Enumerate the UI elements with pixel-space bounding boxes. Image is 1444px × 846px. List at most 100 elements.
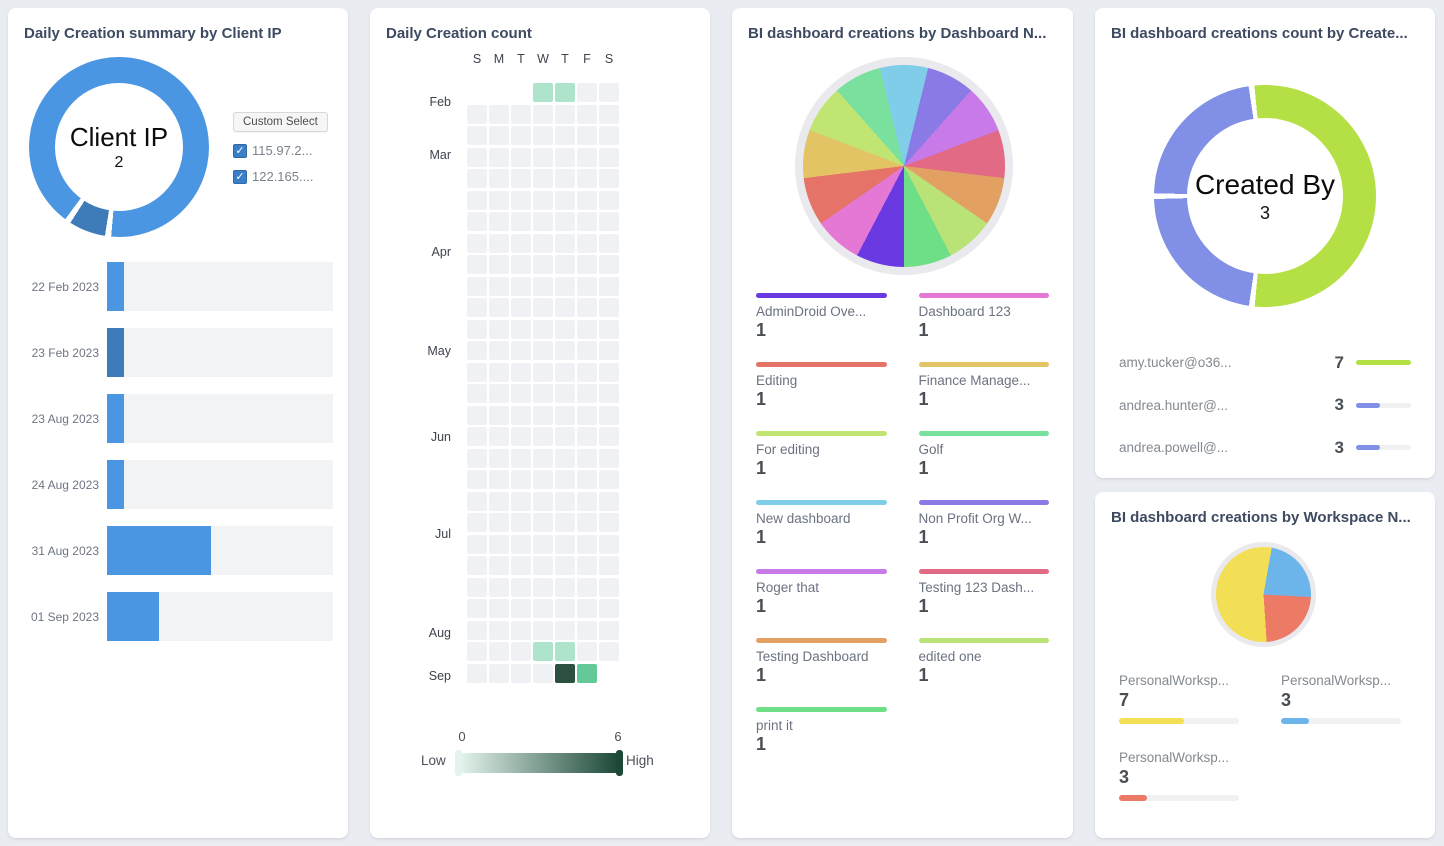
heatmap-week-row bbox=[467, 341, 621, 360]
heatmap-day-cell bbox=[489, 405, 509, 425]
legend-item[interactable]: Testing Dashboard 1 bbox=[756, 638, 887, 691]
legend-item[interactable]: PersonalWorksp... 3 bbox=[1281, 673, 1419, 724]
pie-chart-ring bbox=[1211, 542, 1316, 647]
legend-item[interactable]: Testing 123 Dash... 1 bbox=[918, 569, 1049, 622]
heatmap-day-cell bbox=[467, 448, 487, 468]
heatmap-week-row bbox=[467, 384, 621, 403]
heatmap-day-cell bbox=[511, 642, 531, 661]
heatmap-day-cell bbox=[599, 491, 619, 511]
heatmap-day-cell bbox=[489, 620, 509, 640]
heatmap-day-cell bbox=[533, 534, 553, 554]
legend-item[interactable]: print it 1 bbox=[756, 707, 887, 760]
heatmap-week-row bbox=[467, 405, 621, 425]
client-ip-checkbox-row-2[interactable]: 122.165.... bbox=[233, 169, 328, 184]
heatmap-week-row bbox=[467, 298, 621, 317]
heatmap-grid bbox=[467, 83, 621, 685]
legend-item[interactable]: PersonalWorksp... 3 bbox=[1119, 750, 1257, 801]
heatmap-day-cell bbox=[511, 620, 531, 640]
legend-item[interactable]: edited one 1 bbox=[918, 638, 1049, 691]
heatmap-day-cell bbox=[599, 341, 619, 360]
heatmap-scale-max: 6 bbox=[614, 729, 622, 744]
heatmap-day-cell bbox=[511, 104, 531, 124]
heatmap-day-cell bbox=[555, 83, 575, 102]
heatmap-range-handle-high[interactable] bbox=[616, 750, 623, 776]
weekday-label: F bbox=[583, 52, 591, 66]
legend-item[interactable]: Finance Manage... 1 bbox=[918, 362, 1049, 415]
workspace-name-pie-chart[interactable] bbox=[1216, 547, 1311, 642]
legend-color-bar bbox=[756, 707, 887, 712]
legend-item[interactable]: Editing 1 bbox=[756, 362, 887, 415]
month-label: Apr bbox=[431, 245, 451, 260]
bar-category-label: 23 Aug 2023 bbox=[31, 411, 99, 426]
heatmap-day-cell bbox=[533, 599, 553, 618]
heatmap-day-cell bbox=[467, 104, 487, 124]
heatmap-day-cell bbox=[489, 663, 509, 683]
legend-value: 1 bbox=[756, 734, 767, 754]
legend-item[interactable]: PersonalWorksp... 7 bbox=[1119, 673, 1257, 724]
checkbox-checked-icon[interactable] bbox=[233, 169, 247, 184]
heatmap-week-row bbox=[467, 104, 621, 124]
heatmap-day-cell bbox=[577, 491, 597, 511]
heatmap-gradient-bar[interactable] bbox=[460, 753, 618, 773]
heatmap-day-cell bbox=[489, 556, 509, 575]
bar-fill bbox=[107, 526, 212, 575]
checkbox-checked-icon[interactable] bbox=[233, 143, 247, 158]
legend-item[interactable]: AdminDroid Ove... 1 bbox=[756, 293, 887, 346]
heatmap-day-cell bbox=[555, 362, 575, 382]
daily-creation-calendar-heatmap[interactable]: 0 6 Low High S M T W T F S Feb Mar Apr May Jun Jul Au… bbox=[370, 8, 710, 838]
heatmap-day-cell bbox=[555, 276, 575, 296]
heatmap-day-cell bbox=[467, 319, 487, 339]
legend-item[interactable]: Roger that 1 bbox=[756, 569, 887, 622]
bar-fill bbox=[107, 328, 125, 377]
heatmap-day-cell bbox=[599, 276, 619, 296]
client-ip-bar-chart[interactable]: 22 Feb 2023 23 Feb 2023 23 Aug 2023 24 Aug … bbox=[24, 262, 333, 658]
legend-item[interactable]: andrea.hunter@... 3 bbox=[1119, 393, 1411, 418]
heatmap-day-cell bbox=[533, 491, 553, 511]
client-ip-donut-chart[interactable]: Client IP 2 bbox=[29, 57, 209, 237]
dashboard-name-pie-chart[interactable] bbox=[803, 65, 1005, 267]
bar-category-label: 23 Feb 2023 bbox=[31, 345, 99, 360]
card-daily-creation-summary-by-client-ip: Daily Creation summary by Client IP Clie… bbox=[8, 8, 348, 838]
heatmap-day-cell bbox=[533, 448, 553, 468]
heatmap-day-cell bbox=[555, 642, 575, 661]
legend-item[interactable]: amy.tucker@o36... 7 bbox=[1119, 350, 1411, 375]
custom-select-button[interactable]: Custom Select bbox=[233, 112, 328, 132]
created-by-donut-chart[interactable]: Created By 3 bbox=[1154, 85, 1376, 307]
heatmap-day-cell bbox=[599, 470, 619, 489]
legend-progress-track bbox=[1356, 445, 1411, 450]
legend-value: 1 bbox=[918, 320, 929, 340]
weekday-label: S bbox=[604, 52, 614, 66]
heatmap-day-cell bbox=[599, 384, 619, 403]
heatmap-week-row bbox=[467, 642, 621, 661]
legend-item[interactable]: andrea.powell@... 3 bbox=[1119, 435, 1411, 460]
bar-fill bbox=[107, 460, 125, 509]
legend-item[interactable]: Golf 1 bbox=[918, 431, 1049, 484]
legend-value: 3 bbox=[1334, 395, 1344, 414]
legend-color-bar bbox=[756, 362, 887, 367]
legend-value: 1 bbox=[918, 458, 929, 478]
client-ip-checkbox-row-1[interactable]: 115.97.2... bbox=[233, 143, 328, 158]
heatmap-day-cell bbox=[555, 233, 575, 253]
heatmap-day-cell bbox=[533, 513, 553, 532]
heatmap-week-row bbox=[467, 556, 621, 575]
legend-item[interactable]: Dashboard 123 1 bbox=[918, 293, 1049, 346]
weekday-label: T bbox=[561, 52, 569, 66]
donut-center-label: Client IP bbox=[69, 122, 169, 152]
heatmap-day-cell bbox=[533, 577, 553, 597]
heatmap-day-cell bbox=[467, 190, 487, 210]
legend-item[interactable]: Non Profit Org W... 1 bbox=[918, 500, 1049, 553]
legend-value: 3 bbox=[1334, 437, 1344, 457]
heatmap-day-cell bbox=[467, 427, 487, 446]
legend-item[interactable]: New dashboard 1 bbox=[756, 500, 887, 553]
heatmap-day-cell bbox=[555, 147, 575, 167]
heatmap-week-row bbox=[467, 448, 621, 468]
heatmap-day-cell bbox=[555, 470, 575, 489]
heatmap-day-cell bbox=[555, 556, 575, 575]
heatmap-day-cell bbox=[555, 298, 575, 317]
heatmap-range-handle-low[interactable] bbox=[455, 750, 462, 776]
heatmap-day-cell bbox=[511, 169, 531, 188]
heatmap-day-cell bbox=[555, 169, 575, 188]
legend-item[interactable]: For editing 1 bbox=[756, 431, 887, 484]
bar-track bbox=[107, 460, 333, 509]
